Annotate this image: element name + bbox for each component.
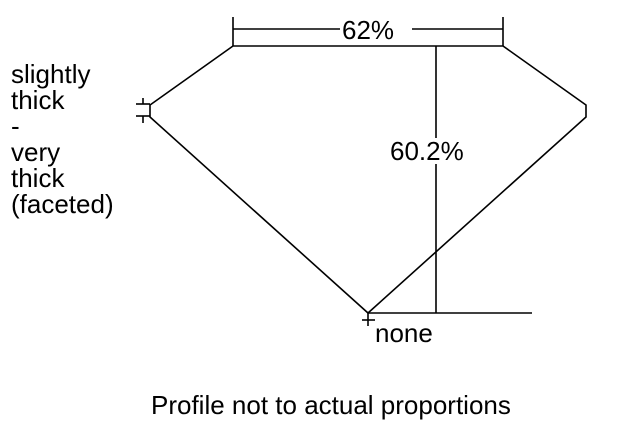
girdle-label-line: very [11, 137, 61, 167]
table-percentage-label: 62% [342, 15, 395, 45]
girdle-label-line: slightly [11, 59, 91, 89]
girdle-label: slightly thick - very thick (faceted) [11, 61, 114, 217]
gem-outline [149, 45, 587, 315]
girdle-label-line: (faceted) [11, 189, 114, 219]
caption: Profile not to actual proportions [151, 390, 511, 420]
girdle-label-line: thick [11, 85, 65, 115]
culet-label: none [375, 318, 433, 348]
girdle-label-line: thick [11, 163, 65, 193]
girdle-label-line: - [11, 111, 20, 141]
depth-percentage-label: 60.2% [390, 136, 464, 166]
